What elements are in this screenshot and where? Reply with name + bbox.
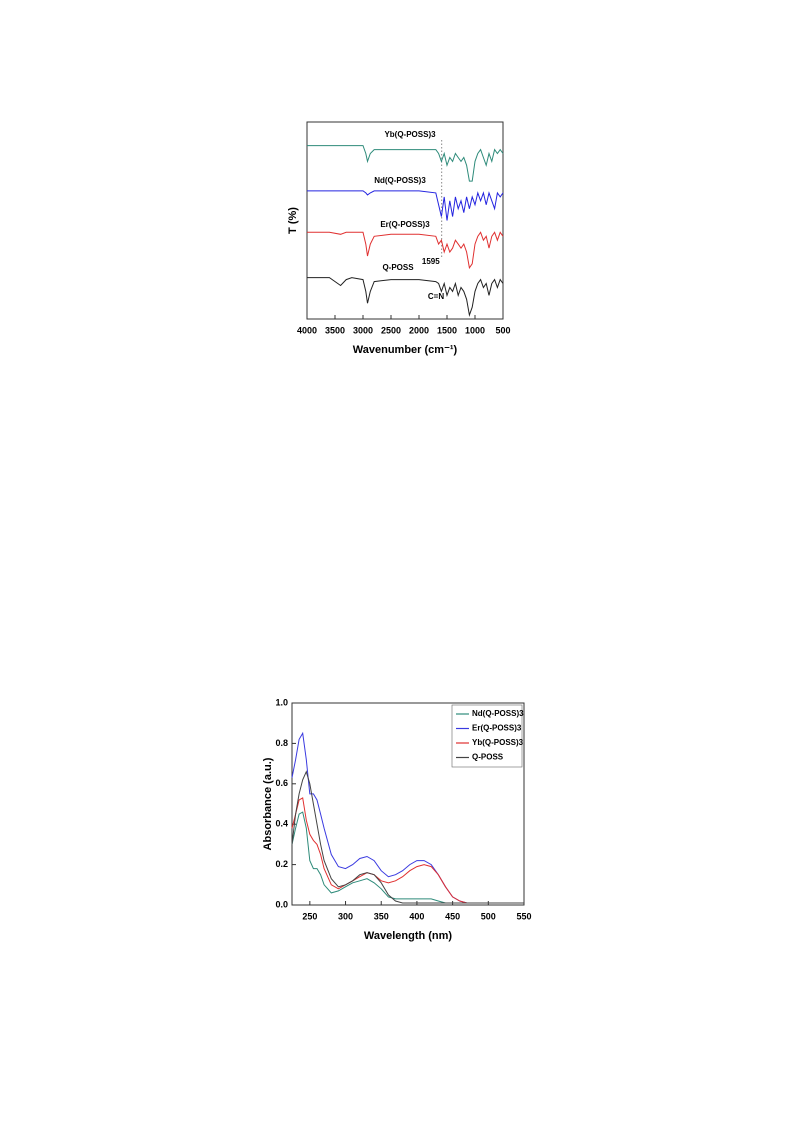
legend-box <box>451 704 523 768</box>
x-tick-label: 550 <box>516 911 531 921</box>
series-line <box>291 811 524 904</box>
plot-frame <box>291 702 525 906</box>
x-tick-label: 3000 <box>353 325 373 335</box>
x-tick-label: 500 <box>495 325 510 335</box>
annotation: C=N <box>428 292 444 301</box>
x-tick-label: 1500 <box>437 325 457 335</box>
series-line <box>291 770 524 904</box>
x-axis-label: Wavenumber (cm⁻¹) <box>353 344 458 356</box>
y-tick-label: 0.4 <box>275 819 288 829</box>
x-tick-label: 1000 <box>465 325 485 335</box>
y-tick-label: 0.0 <box>275 899 288 909</box>
y-axis-label: T (%) <box>287 207 299 234</box>
legend-label: Er(Q-POSS)3 <box>472 724 522 733</box>
plot-frame <box>306 121 504 320</box>
x-tick-label: 250 <box>302 911 317 921</box>
series-line <box>307 190 504 221</box>
x-tick-label: 3500 <box>325 325 345 335</box>
y-tick-label: 0.2 <box>275 859 288 869</box>
y-axis-label: Absorbance (a.u.) <box>262 757 274 850</box>
x-tick-label: 300 <box>338 911 353 921</box>
legend-label: Q-POSS <box>472 753 504 762</box>
x-tick-label: 500 <box>481 911 496 921</box>
x-tick-label: 400 <box>409 911 424 921</box>
series-label: Q-POSS <box>382 263 414 272</box>
series-label: Er(Q-POSS)3 <box>380 220 430 229</box>
y-tick-label: 0.8 <box>275 738 288 748</box>
y-tick-label: 1.0 <box>275 697 288 707</box>
legend-label: Nd(Q-POSS)3 <box>472 709 524 718</box>
y-tick-label: 0.6 <box>275 778 288 788</box>
x-tick-label: 350 <box>374 911 389 921</box>
series-label: Yb(Q-POSS)3 <box>384 130 436 139</box>
x-tick-label: 2000 <box>409 325 429 335</box>
annotation: 1595 <box>422 257 440 266</box>
x-tick-label: 450 <box>445 911 460 921</box>
x-axis-label: Wavelength (nm) <box>364 930 453 942</box>
series-line <box>307 231 504 270</box>
series-label: Nd(Q-POSS)3 <box>374 176 426 185</box>
legend-label: Yb(Q-POSS)3 <box>472 738 524 747</box>
x-tick-label: 2500 <box>381 325 401 335</box>
x-tick-label: 4000 <box>297 325 317 335</box>
series-line <box>307 145 504 182</box>
series-line <box>307 277 504 318</box>
